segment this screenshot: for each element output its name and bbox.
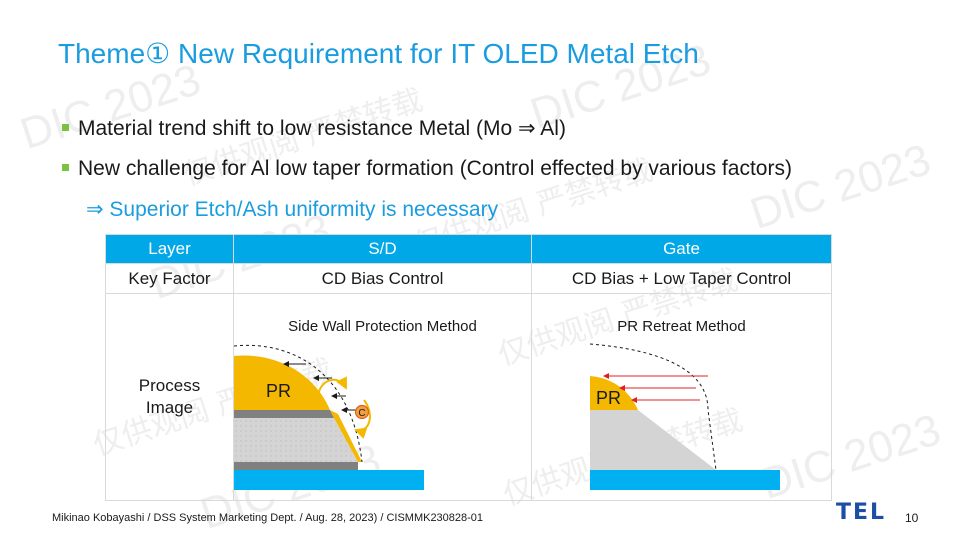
bullet-text: Material trend shift to low resistance M… (78, 117, 566, 140)
gate-process-cell: PR Retreat Method PR (531, 293, 832, 501)
slide-title: Theme① New Requirement for IT OLED Metal… (58, 38, 699, 69)
c-marker-icon (354, 404, 370, 420)
bullet-marker-icon (62, 123, 69, 131)
process-image-label-text: Process Image (138, 376, 201, 417)
table-row-process-image: Process Image Side Wall Protection Metho… (105, 293, 832, 501)
process-image-label: Process Image (105, 293, 234, 501)
deposition-arrow (354, 399, 371, 439)
photoresist-shape (590, 376, 638, 410)
bullet-text: New challenge for Al low taper formation… (78, 157, 792, 180)
bullet-item: New challenge for Al low taper formation… (62, 157, 792, 181)
page-number: 10 (905, 511, 919, 525)
top-metal-layer (234, 410, 334, 418)
substrate-bar (234, 470, 424, 490)
c-marker-label: C (358, 408, 365, 419)
photoresist-shape (234, 355, 330, 410)
header-sd: S/D (233, 234, 532, 264)
table-row-key-factor: Key Factor CD Bias Control CD Bias + Low… (105, 263, 832, 294)
gate-method-caption: PR Retreat Method (617, 318, 746, 335)
bullet-marker-icon (62, 163, 69, 171)
tapered-metal-layer (590, 410, 716, 470)
header-layer: Layer (105, 234, 234, 264)
pr-label: PR (266, 381, 291, 401)
substrate-bar (590, 470, 780, 490)
watermark-text: DIC 2023 (744, 135, 937, 240)
sd-method-caption: Side Wall Protection Method (288, 318, 477, 335)
gate-key-factor: CD Bias + Low Taper Control (531, 263, 832, 294)
tel-logo: TEL (836, 500, 887, 525)
sd-key-factor: CD Bias Control (233, 263, 532, 294)
sidewall-protection (330, 410, 362, 462)
pr-label: PR (596, 388, 621, 408)
header-gate: Gate (531, 234, 832, 264)
bullet-item: Material trend shift to low resistance M… (62, 116, 566, 141)
key-factor-label: Key Factor (105, 263, 234, 294)
conclusion-text: ⇒ Superior Etch/Ash uniformity is necess… (86, 198, 499, 221)
deposition-arrow (316, 376, 347, 407)
original-profile-outline (589, 343, 717, 471)
gate-process-diagram: PR (589, 343, 780, 490)
comparison-table: Layer S/D Gate Key Factor CD Bias Contro… (105, 234, 832, 501)
sd-process-cell: Side Wall Protection Method (233, 293, 532, 501)
watermark-text: DIC 2023 (14, 55, 207, 160)
footer-credit: Mikinao Kobayashi / DSS System Marketing… (52, 512, 484, 524)
bottom-metal-layer (234, 462, 358, 470)
sd-process-diagram: PR C (234, 344, 424, 490)
al-layer (234, 418, 358, 462)
table-header-row: Layer S/D Gate (105, 234, 832, 264)
